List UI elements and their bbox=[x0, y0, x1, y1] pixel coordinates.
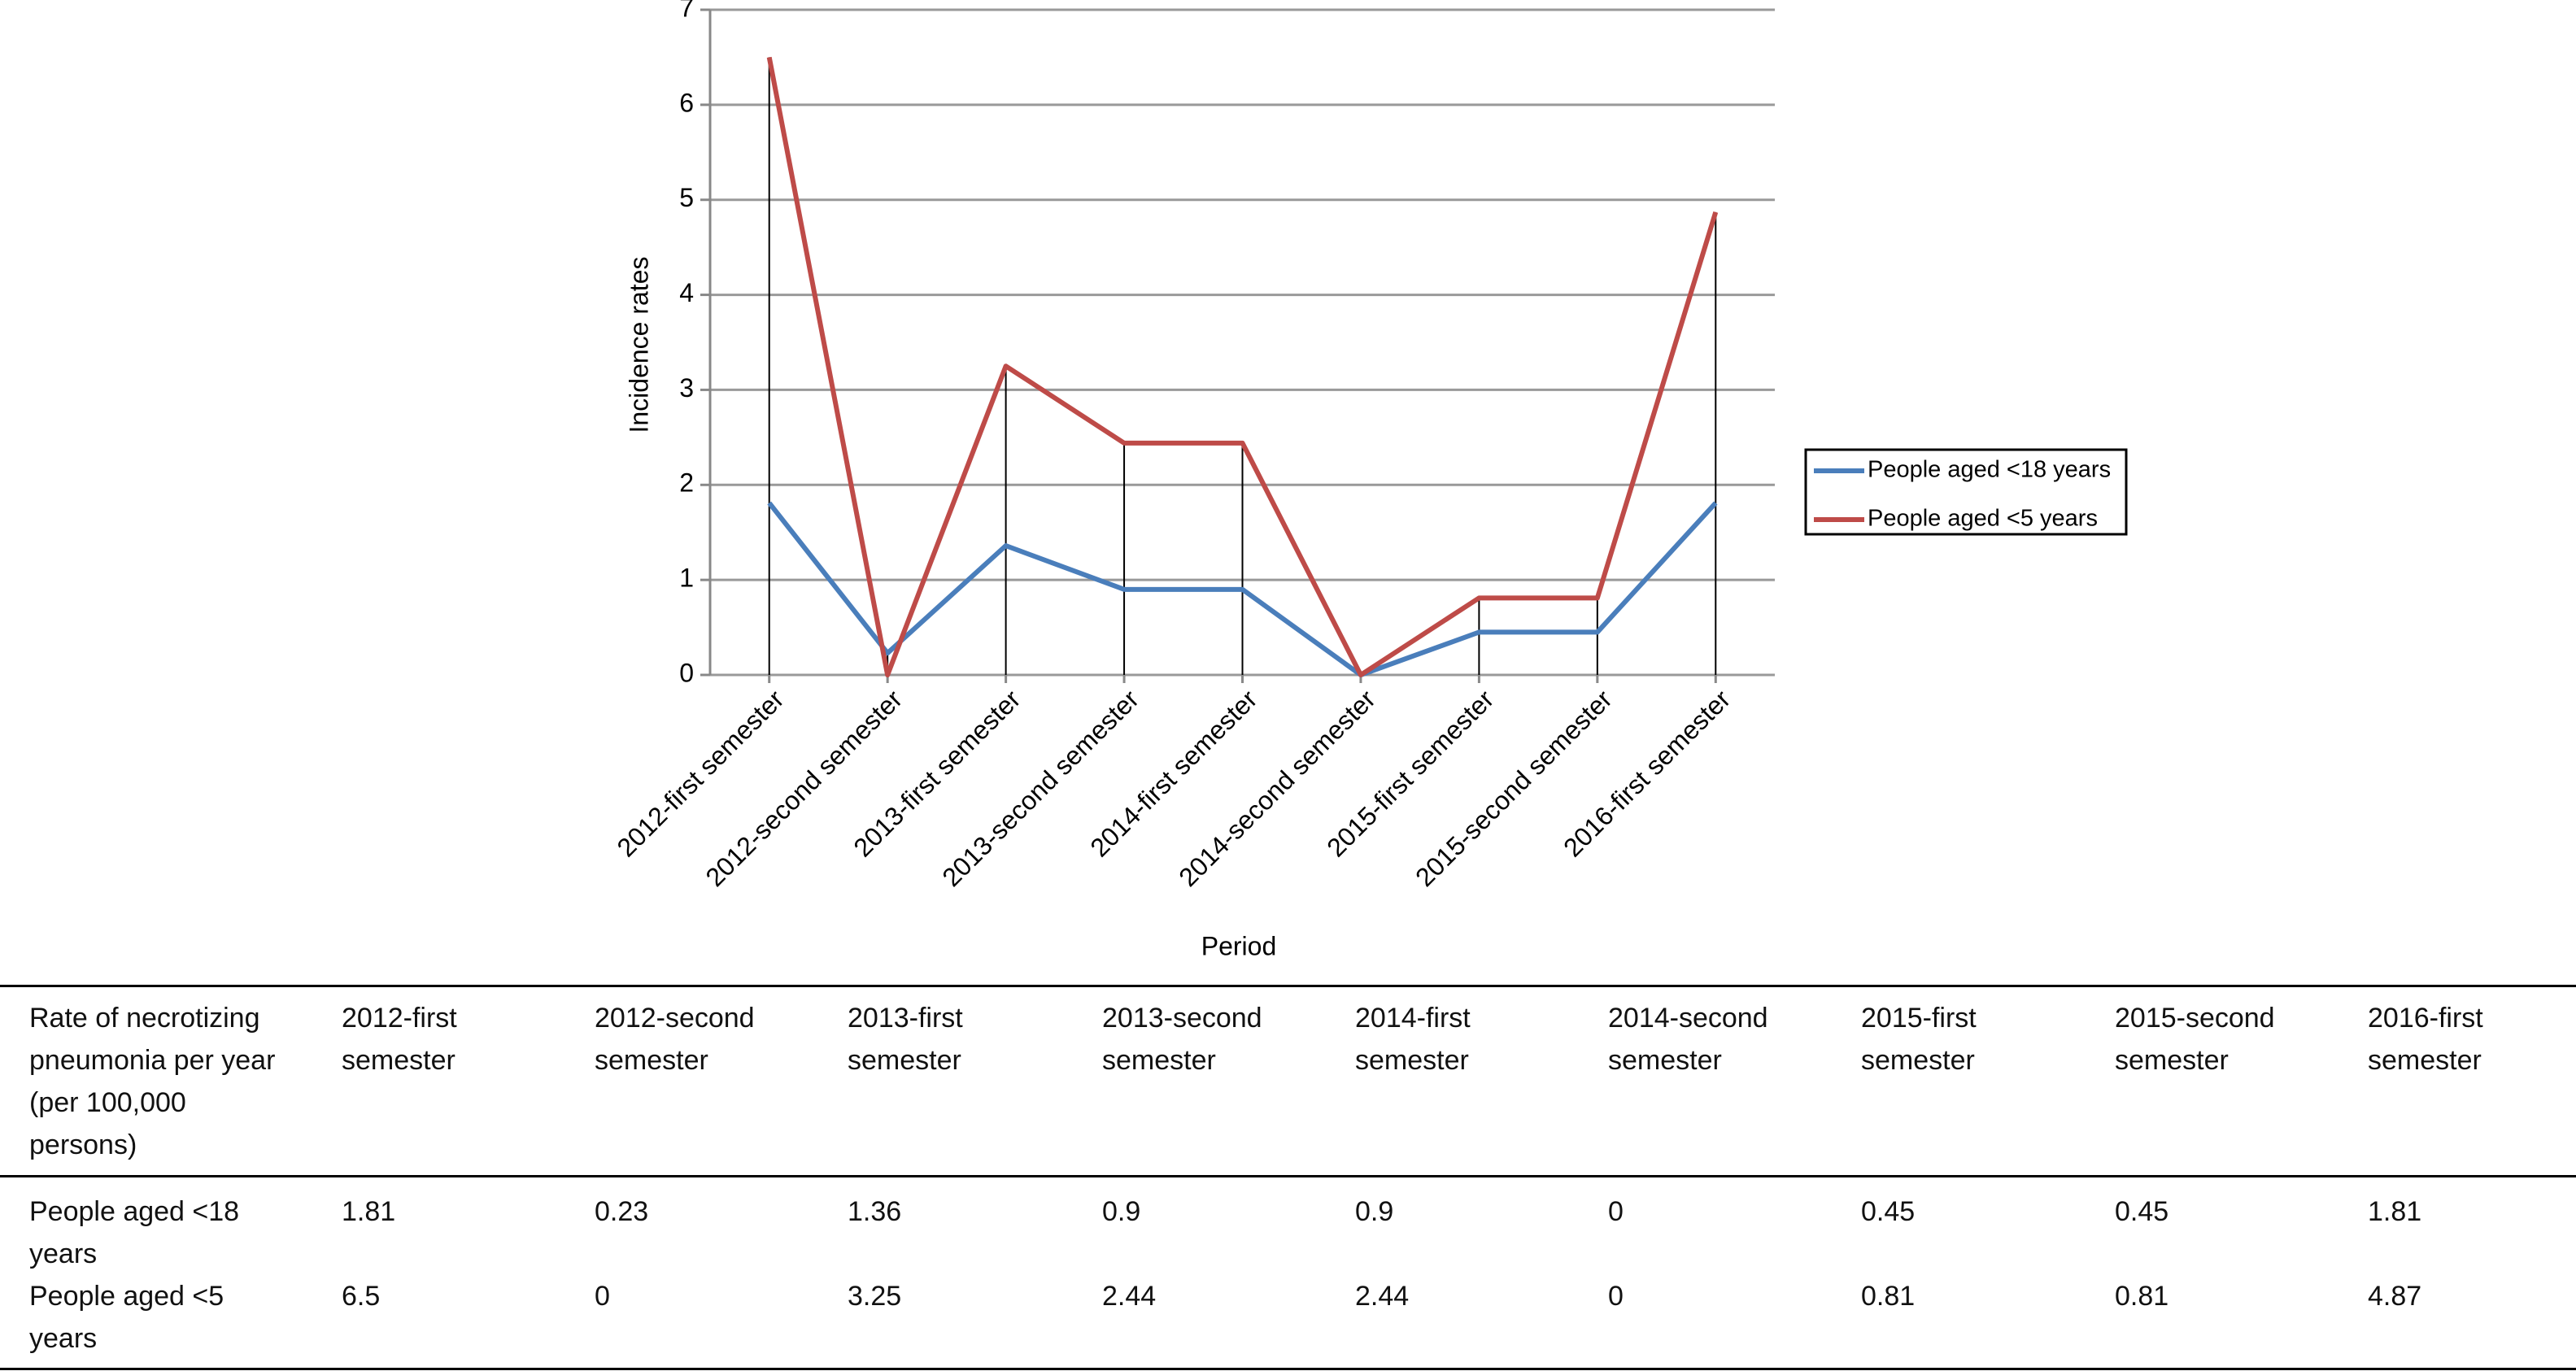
table-cell: 2.44 bbox=[1102, 1281, 1157, 1312]
table-cell: 4.87 bbox=[2368, 1281, 2422, 1312]
table-cell: 0.45 bbox=[2115, 1196, 2169, 1227]
table-cell: 1.81 bbox=[2368, 1196, 2422, 1227]
table-cell: People aged <5 years bbox=[29, 1281, 224, 1354]
table-cell: 3.25 bbox=[848, 1281, 902, 1312]
series-line bbox=[767, 501, 1718, 677]
table-cell: 2.44 bbox=[1355, 1281, 1410, 1312]
table-cell: 0 bbox=[595, 1281, 610, 1312]
table-cell: 0.9 bbox=[1355, 1196, 1394, 1227]
table-rule bbox=[0, 985, 2576, 987]
table-cell: 0 bbox=[1608, 1196, 1624, 1227]
table-cell: 2013-first semester bbox=[848, 1003, 963, 1076]
table-cell: 1.36 bbox=[848, 1196, 902, 1227]
x-tick-label: 2013-second semester bbox=[936, 684, 1144, 892]
chart: Incidence rates Period 012345672012-firs… bbox=[612, 0, 2128, 960]
y-tick-label: 3 bbox=[679, 373, 694, 403]
y-tick-label: 2 bbox=[679, 468, 694, 498]
x-tick-label: 2015-second semester bbox=[1410, 684, 1618, 892]
legend-label: People aged <18 years bbox=[1868, 457, 2111, 483]
table-cell: 6.5 bbox=[342, 1281, 381, 1312]
x-axis-label: Period bbox=[1201, 931, 1277, 960]
table-cell: 0.81 bbox=[1861, 1281, 1916, 1312]
table-cell: 0.45 bbox=[1861, 1196, 1916, 1227]
table-cell: 2015-second semester bbox=[2115, 1003, 2275, 1076]
table-cell: 2014-second semester bbox=[1608, 1003, 1768, 1076]
table-cell: 2012-second semester bbox=[595, 1003, 755, 1076]
y-tick-label: 0 bbox=[679, 658, 694, 687]
table-rule bbox=[0, 1175, 2576, 1177]
table-cell: 2016-first semester bbox=[2368, 1003, 2483, 1076]
legend-label: People aged <5 years bbox=[1868, 506, 2098, 532]
table-cell: 2014-first semester bbox=[1355, 1003, 1471, 1076]
y-tick-label: 7 bbox=[679, 0, 694, 22]
y-axis-label: Incidence rates bbox=[624, 256, 653, 433]
table-cell: 2015-first semester bbox=[1861, 1003, 1977, 1076]
y-tick-label: 4 bbox=[679, 278, 694, 307]
table-cell: 0.9 bbox=[1102, 1196, 1141, 1227]
y-tick-label: 6 bbox=[679, 88, 694, 117]
table-cell: 0.23 bbox=[595, 1196, 649, 1227]
table-cell: Rate of necrotizing pneumonia per year (… bbox=[29, 1003, 276, 1160]
table-cell: 2013-second semester bbox=[1102, 1003, 1262, 1076]
table-cell: 1.81 bbox=[342, 1196, 396, 1227]
y-tick-label: 1 bbox=[679, 564, 694, 593]
y-tick-label: 5 bbox=[679, 183, 694, 212]
x-tick-label: 2014-second semester bbox=[1173, 684, 1381, 892]
table-cell: 0 bbox=[1608, 1281, 1624, 1312]
table-cell: People aged <18 years bbox=[29, 1196, 240, 1269]
series-line bbox=[766, 56, 1719, 677]
x-tick-label: 2012-second semester bbox=[700, 684, 908, 892]
table-rule bbox=[0, 1368, 2576, 1370]
table-cell: 2012-first semester bbox=[342, 1003, 457, 1076]
table-cell: 0.81 bbox=[2115, 1281, 2169, 1312]
